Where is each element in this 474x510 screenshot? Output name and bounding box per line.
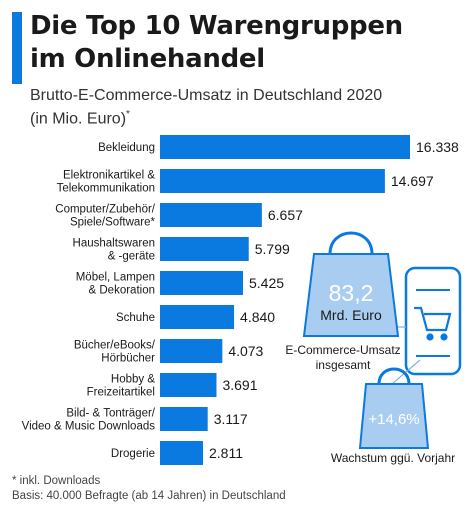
bar-9 xyxy=(160,407,208,431)
subtitle-footnote-mark: * xyxy=(126,109,130,120)
smartphone-icon xyxy=(404,266,462,376)
bar-7 xyxy=(160,339,223,363)
category-label-3: Computer/Zubehör/Spiele/Software* xyxy=(55,204,156,229)
title-accent-bar xyxy=(12,12,22,84)
category-label-line: Spiele/Software* xyxy=(70,217,156,229)
category-label-1: Bekleidung xyxy=(98,142,155,154)
category-label-line: Möbel, Lampen xyxy=(76,272,155,284)
bar-3 xyxy=(160,203,262,227)
growth-caption: Wachstum ggü. Vorjahr xyxy=(330,451,456,465)
category-label-line: Computer/Zubehör/ xyxy=(55,204,156,216)
value-label-5: 5.425 xyxy=(249,275,284,291)
chart-title-line-1: Die Top 10 Warengruppen xyxy=(30,11,403,41)
category-label-8: Hobby & Freizeitartikel xyxy=(87,374,156,399)
bar-1 xyxy=(160,135,410,159)
value-label-2: 14.697 xyxy=(391,173,434,189)
value-label-10: 2.811 xyxy=(209,445,243,461)
value-label-6: 4.840 xyxy=(240,309,275,325)
total-revenue-caption-line-2: insgesamt xyxy=(315,358,371,372)
growth-bag-icon xyxy=(358,367,430,449)
category-label-9: Bild- & Tonträger/Video & Music Download… xyxy=(22,408,156,433)
category-label-line: Bekleidung xyxy=(98,142,155,154)
bar-5 xyxy=(160,271,244,295)
value-label-7: 4.073 xyxy=(228,343,263,359)
category-label-line: Video & Music Downloads xyxy=(22,421,156,433)
bar-10 xyxy=(160,441,204,465)
value-label-8: 3.691 xyxy=(222,377,257,393)
category-label-line: Haushaltswaren xyxy=(73,238,155,250)
bar-8 xyxy=(160,373,217,397)
category-label-4: Haushaltswaren & -geräte xyxy=(73,238,155,263)
category-label-7: Bücher/eBooks/Hörbücher xyxy=(74,340,156,365)
chart-subtitle-line-1: Brutto-E-Commerce-Umsatz in Deutschland … xyxy=(30,87,383,104)
chart-subtitle-line-2: (in Mio. Euro) xyxy=(30,110,127,128)
category-label-line: Drogerie xyxy=(111,448,155,460)
value-label-9: 3.117 xyxy=(214,411,248,427)
shopping-bag-icon xyxy=(302,231,400,337)
value-label-4: 5.799 xyxy=(255,241,290,257)
shopping-cart-icon xyxy=(414,306,452,341)
bar-4 xyxy=(160,237,249,261)
chart-subtitle: Brutto-E-Commerce-Umsatz in Deutschland … xyxy=(30,86,470,128)
category-label-6: Schuhe xyxy=(116,312,155,324)
category-label-line: & -geräte xyxy=(108,251,155,263)
value-label-3: 6.657 xyxy=(268,207,303,223)
bar-chart: 16.338 Bekleidung 14.697 Elektronikartikel … xyxy=(22,135,462,465)
category-label-line: Bücher/eBooks/ xyxy=(74,340,156,352)
category-label-line: Bild- & Tonträger/ xyxy=(66,408,155,420)
category-label-line: Schuhe xyxy=(116,312,155,324)
connector-line xyxy=(391,359,421,385)
category-label-5: Möbel, Lampen & Dekoration xyxy=(76,272,155,297)
illustration xyxy=(302,231,462,449)
category-label-line: Telekommunikation xyxy=(57,183,155,195)
bars: 16.338 Bekleidung 14.697 Elektronikartikel … xyxy=(22,135,459,465)
category-label-line: Elektronikartikel & xyxy=(63,170,155,182)
category-label-line: Freizeitartikel xyxy=(87,387,155,399)
total-revenue-caption: E-Commerce-Umsatz insgesamt xyxy=(268,343,418,373)
footnote: * inkl. Downloads Basis: 40.000 Befragte… xyxy=(12,474,472,504)
bar-6 xyxy=(160,305,235,329)
category-label-10: Drogerie xyxy=(111,448,155,460)
total-revenue-value: 83,2 xyxy=(328,280,374,306)
total-revenue-unit: Mrd. Euro xyxy=(320,307,382,323)
category-label-2: Elektronikartikel & Telekommunikation xyxy=(57,170,156,195)
category-label-line: Hörbücher xyxy=(101,353,155,365)
footnote-downloads: * inkl. Downloads xyxy=(12,475,101,487)
chart-title: Die Top 10 Warengruppen im Onlinehandel xyxy=(30,10,470,76)
footnote-basis: Basis: 40.000 Befragte (ab 14 Jahren) in… xyxy=(12,490,286,502)
category-label-line: & Dekoration xyxy=(89,285,155,297)
bar-2 xyxy=(160,169,385,193)
growth-value: +14,6% xyxy=(368,411,420,428)
total-revenue-caption-line-1: E-Commerce-Umsatz xyxy=(285,343,401,357)
chart-title-line-2: im Onlinehandel xyxy=(30,44,265,74)
category-label-line: Hobby & xyxy=(111,374,155,386)
value-label-1: 16.338 xyxy=(416,139,459,155)
